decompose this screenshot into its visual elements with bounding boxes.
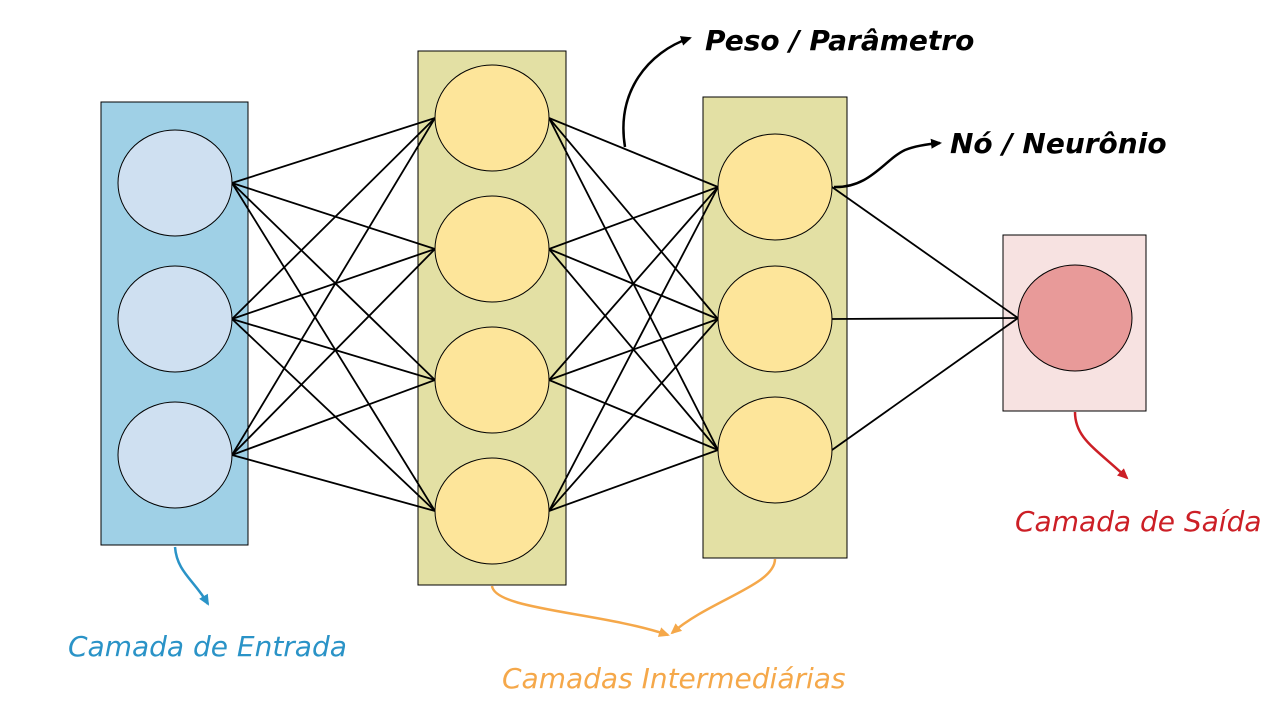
edge-input-1-to-hidden-1-1 [231,117,436,184]
edge-hidden-2-3-to-output-1 [831,317,1019,451]
hidden-1-node-1 [434,64,550,172]
input-node-2 [117,265,233,373]
output-node-1 [1017,264,1133,372]
hidden-2-node-2 [717,265,833,373]
edge-hidden-1-2-to-hidden-2-1 [548,186,719,250]
edge-input-3-to-hidden-1-3 [231,379,436,456]
node-label: Nó / Neurônio [950,127,1167,160]
nodes [117,64,1133,565]
edge-input-2-to-hidden-1-4 [231,318,436,512]
edge-hidden-1-3-to-hidden-2-1 [548,186,719,381]
edge-hidden-1-4-to-hidden-2-1 [548,186,719,512]
edge-input-1-to-hidden-1-4 [231,182,436,512]
hidden-2-node-1 [717,133,833,241]
hidden-1-node-3 [434,326,550,434]
node-arrow [833,138,942,189]
hidden-1-node-4 [434,457,550,565]
weight-arrow [622,36,692,148]
edge-input-3-to-hidden-1-4 [231,454,436,512]
input-layer-label: Camada de Entrada [68,630,347,663]
output-layer-label: Camada de Saída [1015,505,1262,538]
edge-hidden-1-4-to-hidden-2-3 [548,449,719,512]
input-node-1 [117,129,233,237]
edge-hidden-1-4-to-hidden-2-2 [548,318,719,512]
edge-input-2-to-hidden-1-2 [231,248,436,320]
hidden-layers-label: Camadas Intermediárias [502,662,846,695]
edge-hidden-2-1-to-output-1 [831,186,1019,319]
edge-input-1-to-hidden-1-3 [231,182,436,381]
edge-input-3-to-hidden-1-1 [231,117,436,456]
input-layer-arrow [173,546,210,606]
output-layer-arrow [1073,411,1129,480]
weight-label: Peso / Parâmetro [705,24,974,57]
edge-hidden-2-2-to-output-1 [831,317,1019,320]
edge-input-1-to-hidden-1-2 [231,182,436,250]
edge-hidden-1-1-to-hidden-2-1 [548,117,719,188]
hidden-layers-arrow-right [670,558,777,635]
hidden-1-node-2 [434,195,550,303]
edge-input-3-to-hidden-1-2 [231,248,436,456]
edge-input-2-to-hidden-1-3 [231,318,436,381]
hidden-layers-arrow-left [490,585,670,637]
hidden-2-node-3 [717,396,833,504]
input-node-3 [117,401,233,509]
edge-input-2-to-hidden-1-1 [231,117,436,320]
connections [231,117,1019,512]
